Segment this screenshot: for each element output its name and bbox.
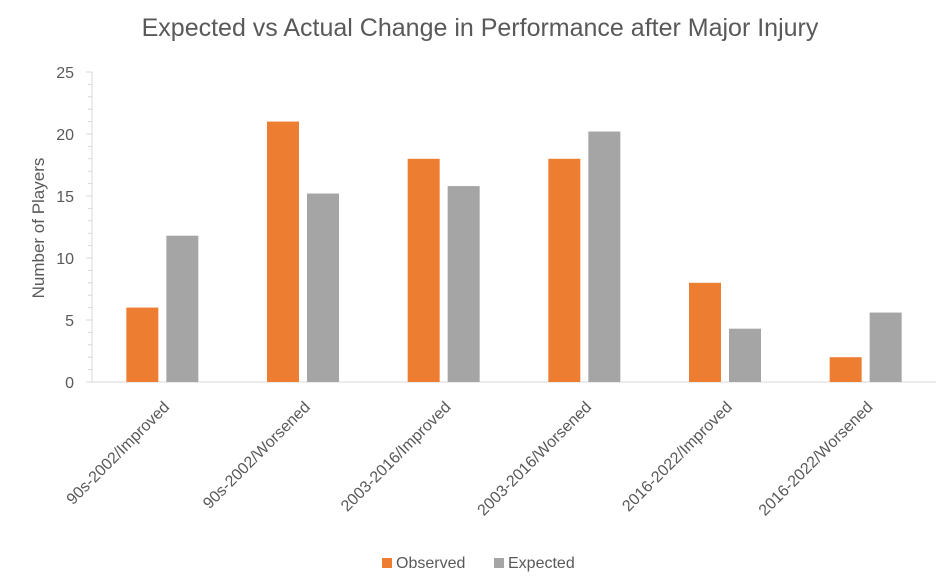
bar-observed	[689, 282, 721, 382]
bar-expected	[166, 235, 199, 382]
bar-expected	[588, 131, 621, 382]
y-tick-label: 20	[56, 127, 74, 144]
x-tick-label: 90s-2002/Worsened	[200, 399, 314, 513]
bar-observed	[548, 158, 581, 382]
y-axis-label: Number of Players	[29, 158, 48, 299]
y-tick-label: 15	[56, 189, 74, 206]
x-tick-label: 90s-2002/Improved	[64, 399, 174, 509]
legend-swatch-expected	[494, 558, 504, 568]
legend-label-expected: Expected	[508, 555, 575, 572]
legend-label-observed: Observed	[396, 555, 465, 572]
y-tick-label: 0	[65, 375, 74, 392]
chart-title: Expected vs Actual Change in Performance…	[142, 14, 819, 42]
y-tick-label: 5	[65, 313, 74, 330]
bar-expected	[307, 193, 339, 382]
legend-swatch-observed	[382, 558, 392, 568]
bar-expected	[869, 312, 902, 382]
bar-expected	[447, 186, 480, 382]
plot-area: 0 5 10 15 20 25 90s-2002/Improved 90s-2002/Wors…	[56, 65, 936, 519]
x-tick-label: 2003-2016/Worsened	[475, 399, 596, 520]
y-tick-label: 10	[56, 251, 74, 268]
legend: Observed Expected	[382, 555, 575, 572]
x-tick-label: 2016-2022/Worsened	[756, 399, 877, 520]
bar-observed	[407, 158, 440, 382]
bar-observed	[267, 121, 299, 382]
x-tick-label: 2016-2022/Improved	[619, 399, 735, 515]
bar-observed	[126, 307, 159, 382]
bar-observed	[829, 357, 862, 382]
x-tick-label: 2003-2016/Improved	[338, 399, 454, 515]
bar-expected	[729, 328, 761, 382]
y-tick-label: 25	[56, 65, 74, 82]
